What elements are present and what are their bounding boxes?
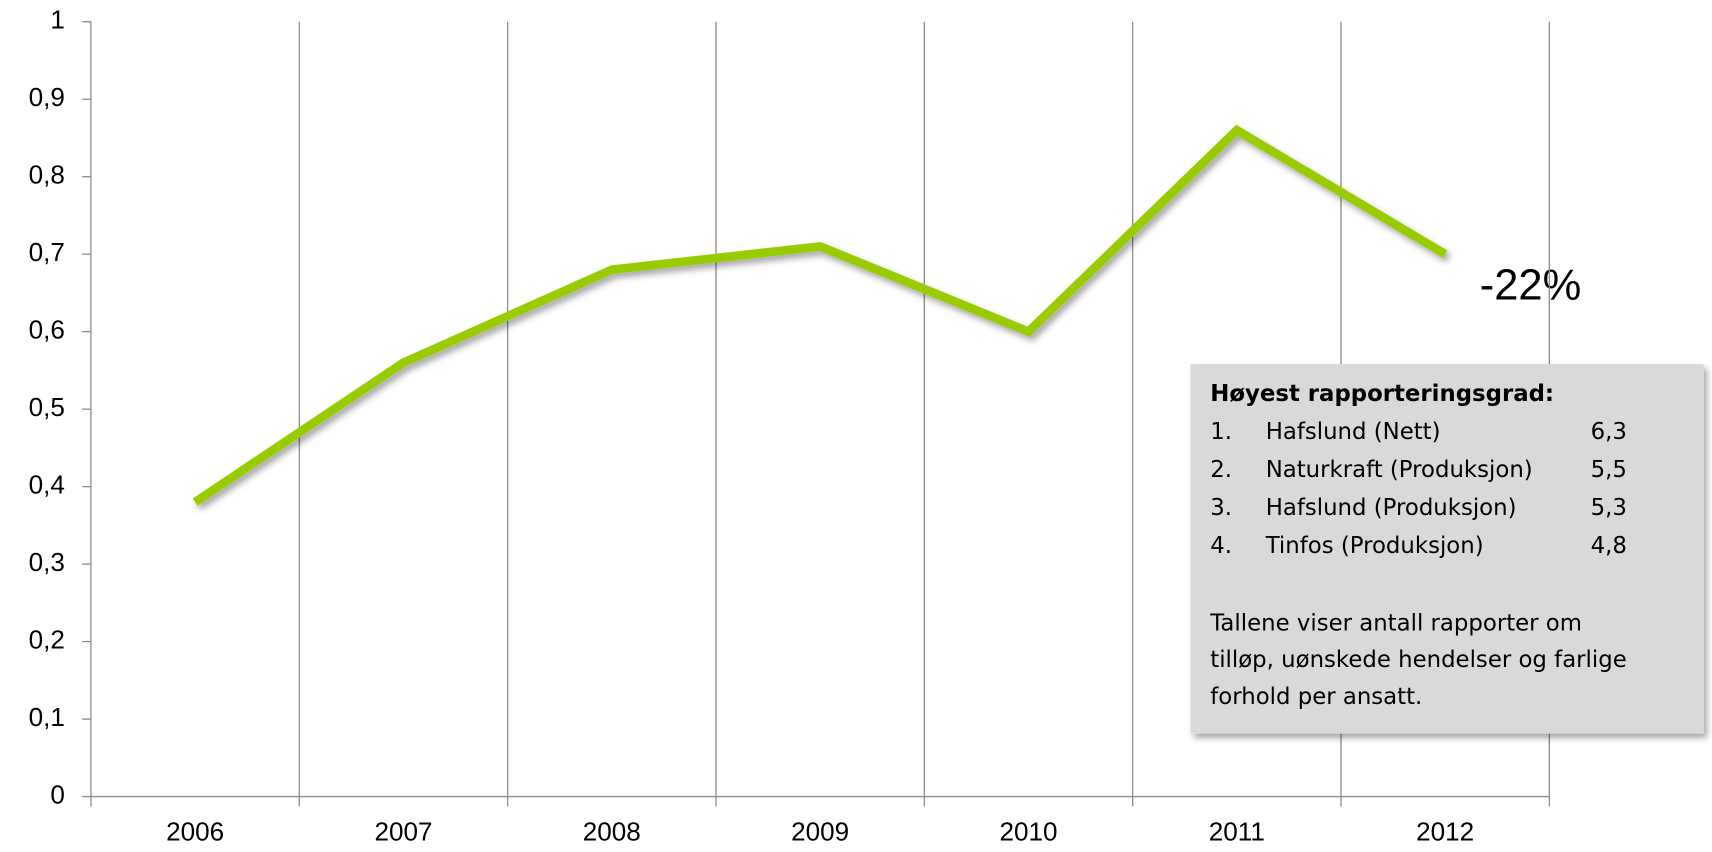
x-tick-label: 2011 — [1209, 816, 1265, 846]
y-tick-label: 0,4 — [29, 470, 65, 500]
list-name: Hafslund (Produksjon) — [1266, 495, 1517, 521]
x-tick-label: 2006 — [166, 816, 224, 846]
x-tick-label: 2012 — [1416, 816, 1474, 846]
info-note: Tallene viser antall rapporter om — [1209, 610, 1582, 636]
y-tick-label: 0,5 — [29, 392, 65, 422]
x-tick-label: 2009 — [791, 816, 849, 846]
y-tick-label: 0,3 — [29, 547, 65, 577]
y-tick-label: 0,2 — [29, 624, 65, 654]
info-box-bg — [1190, 364, 1704, 734]
y-tick-label: 1 — [50, 5, 65, 35]
info-box-title: Høyest rapporteringsgrad: — [1210, 381, 1554, 407]
list-value: 5,3 — [1591, 495, 1627, 521]
annotation: -22% — [1480, 261, 1581, 309]
list-name: Hafslund (Nett) — [1266, 419, 1441, 445]
list-number: 3. — [1210, 495, 1232, 521]
y-tick-label: 0 — [50, 779, 65, 809]
list-number: 4. — [1210, 533, 1232, 559]
info-box: Høyest rapporteringsgrad: 1. Hafslund (Net… — [1190, 364, 1704, 734]
y-tick-label: 0,6 — [29, 315, 65, 345]
info-note: tilløp, uønskede hendelser og farlige — [1210, 647, 1626, 673]
list-value: 4,8 — [1591, 533, 1627, 559]
x-tick-label: 2010 — [999, 816, 1057, 846]
list-name: Tinfos (Produksjon) — [1265, 533, 1484, 559]
y-tick-label: 0,7 — [29, 237, 65, 267]
x-tick-label: 2007 — [374, 816, 432, 846]
y-tick-label: 0,9 — [29, 82, 65, 112]
info-note: forhold per ansatt. — [1210, 684, 1422, 710]
list-name: Naturkraft (Produksjon) — [1266, 457, 1533, 483]
y-tick-label: 0,8 — [29, 160, 65, 190]
data-line — [192, 124, 1448, 506]
list-number: 2. — [1210, 457, 1232, 483]
list-value: 6,3 — [1591, 419, 1627, 445]
y-tick-label: 0,1 — [29, 702, 65, 732]
list-number: 1. — [1210, 419, 1232, 445]
list-value: 5,5 — [1591, 457, 1627, 483]
x-tick-label: 2008 — [583, 816, 641, 846]
